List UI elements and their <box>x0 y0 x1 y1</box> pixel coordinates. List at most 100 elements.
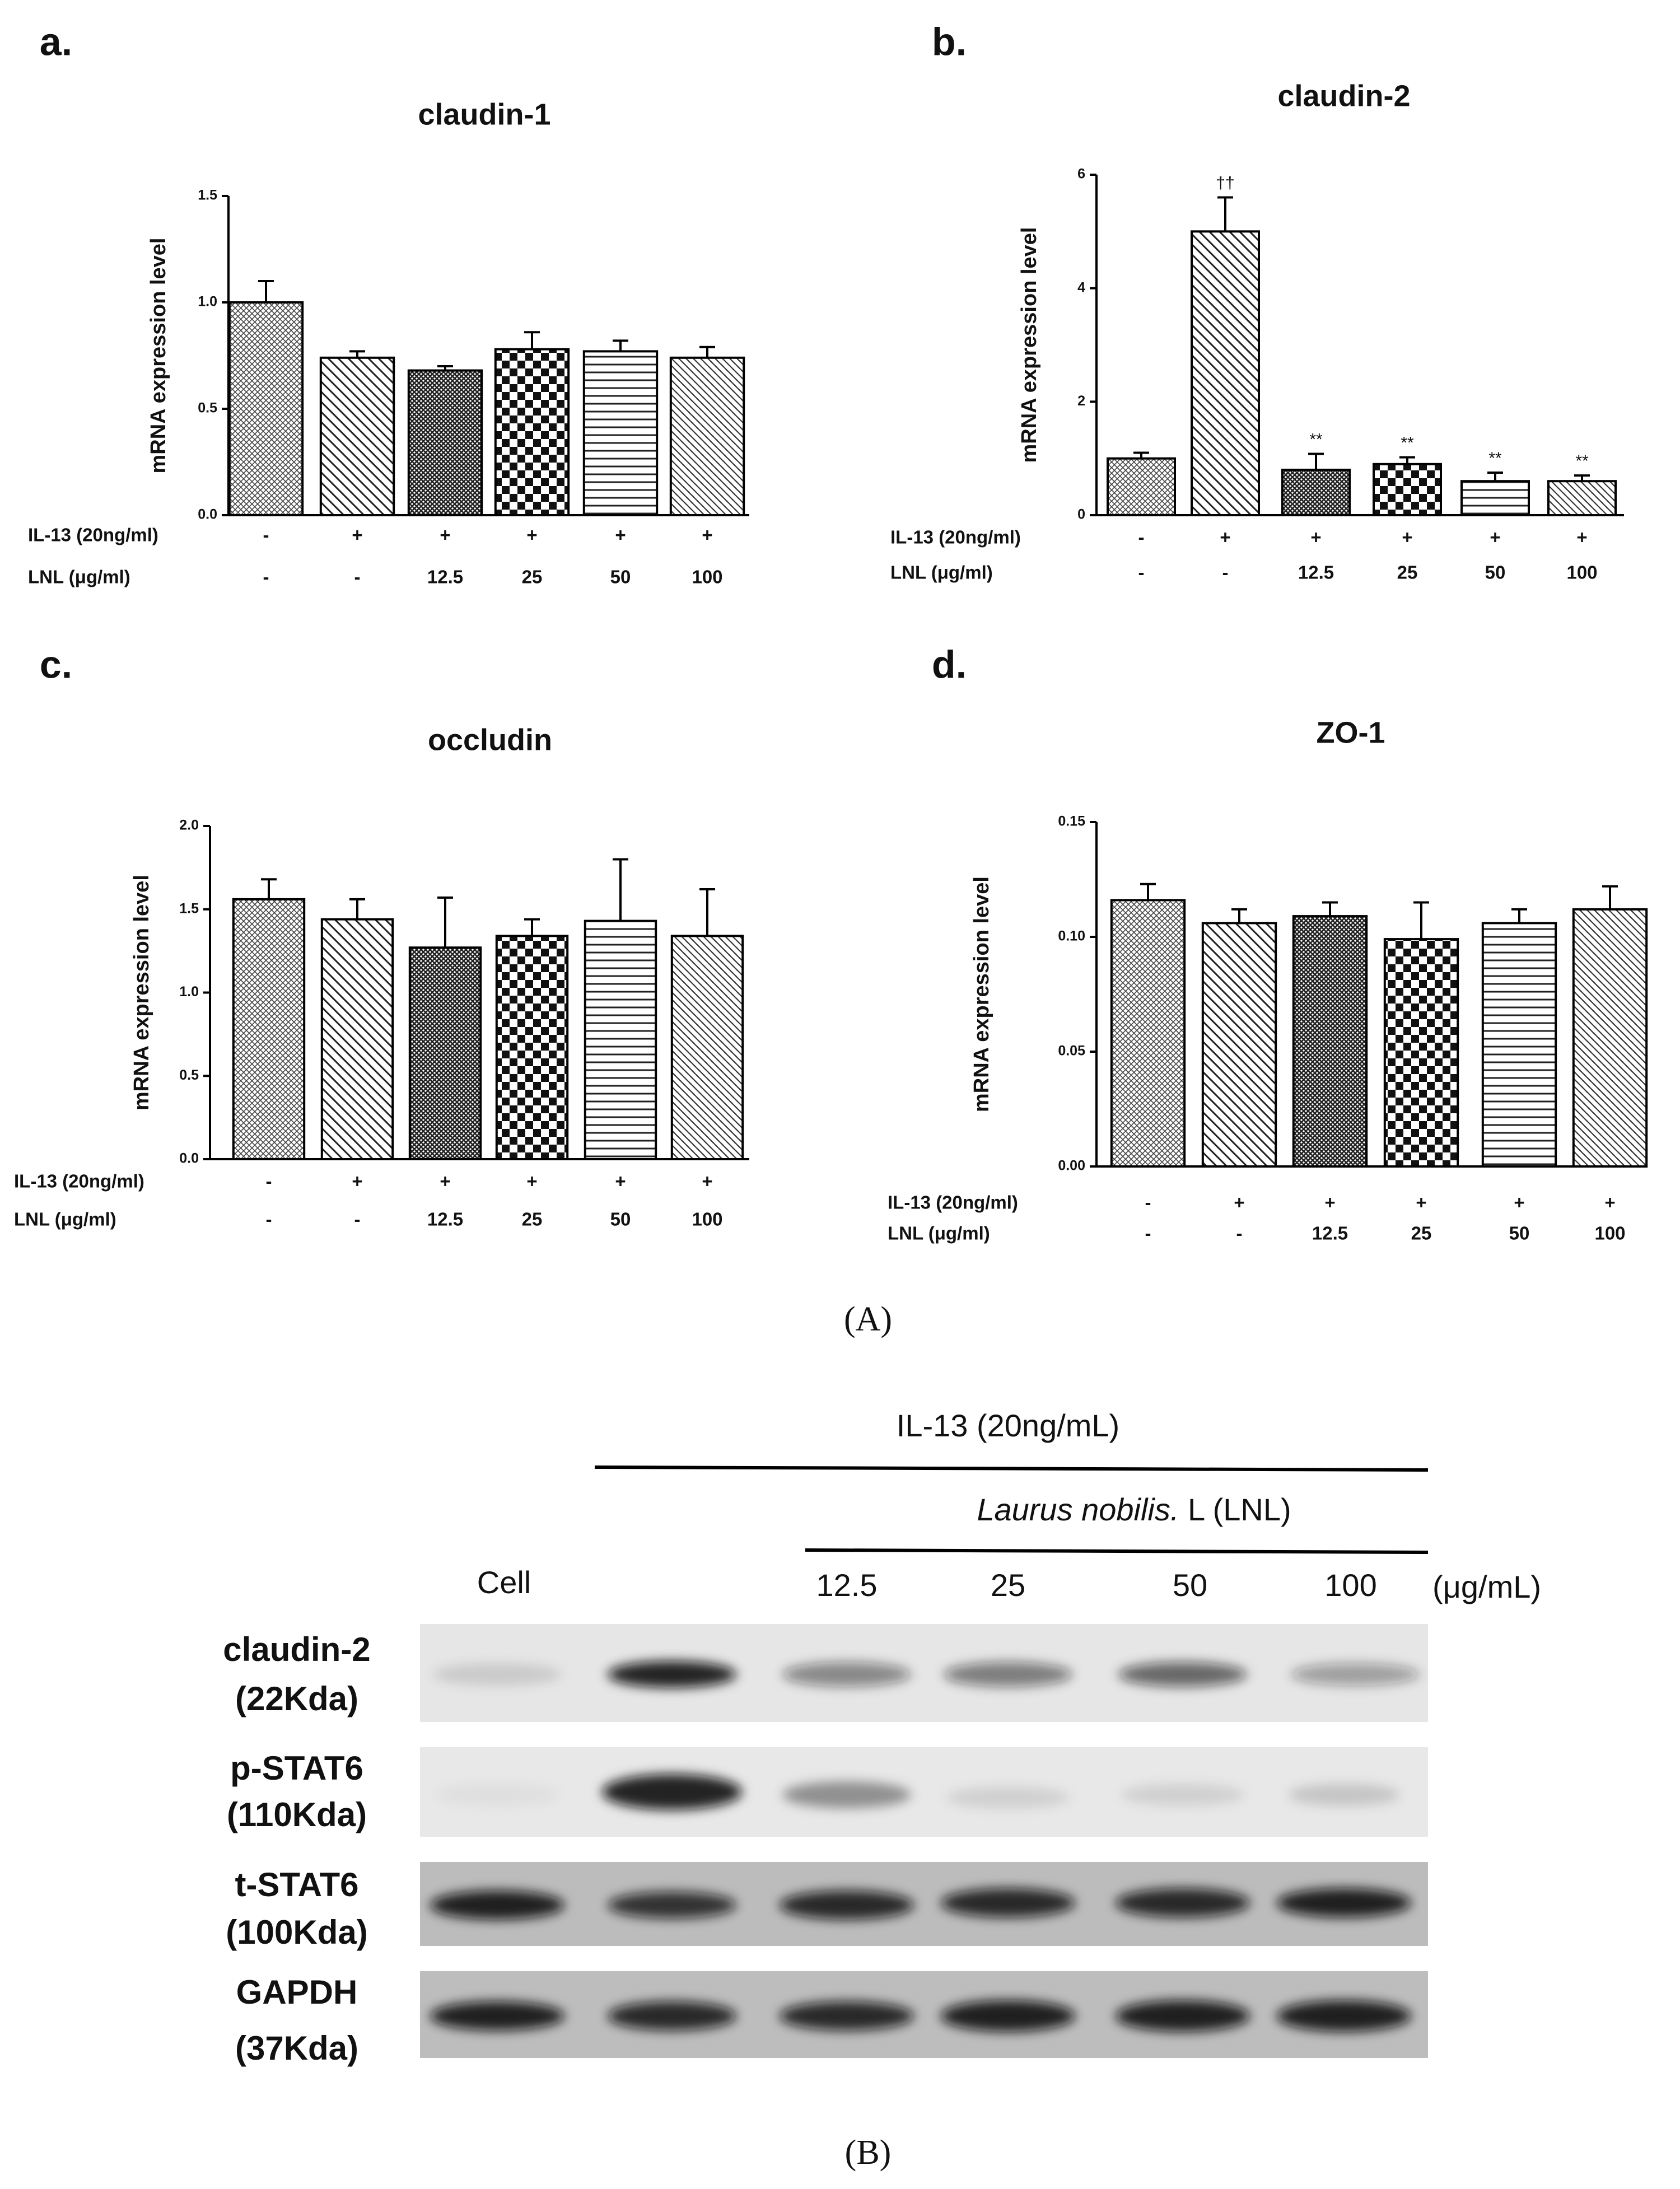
error-bar <box>437 365 453 371</box>
condition-value: 50 <box>610 567 631 587</box>
condition-value: + <box>615 525 626 545</box>
lane-label: 50 <box>1173 1567 1207 1603</box>
panel-label: a. <box>40 20 72 63</box>
condition-value: + <box>1220 527 1230 548</box>
significance-mark: ** <box>1575 452 1589 470</box>
y-tick-label: 6 <box>1077 166 1085 182</box>
lane-label: 25 <box>991 1567 1025 1603</box>
y-axis-label: mRNA expression level <box>130 875 153 1110</box>
blot-row-size: (110Kda) <box>227 1796 367 1833</box>
condition-value: - <box>1138 527 1145 548</box>
y-axis-label: mRNA expression level <box>147 238 170 474</box>
condition-value: + <box>1234 1192 1244 1213</box>
error-bar <box>1140 883 1156 900</box>
significance-mark: ** <box>1309 430 1323 449</box>
bar <box>228 301 304 516</box>
condition-value: 25 <box>522 1209 543 1230</box>
bar <box>1292 915 1368 1168</box>
condition-value: - <box>263 567 269 587</box>
condition-value: 100 <box>692 567 722 587</box>
blot-band <box>430 2001 564 2031</box>
y-tick-label: 1.5 <box>198 188 217 203</box>
condition-label: IL-13 (20ng/ml) <box>14 1171 144 1192</box>
error-bar <box>524 331 540 349</box>
y-tick-label: 0.05 <box>1058 1043 1085 1059</box>
condition-value: + <box>1604 1192 1615 1213</box>
error-bar <box>349 898 365 920</box>
error-bar <box>1133 451 1149 459</box>
error-bar <box>1487 472 1503 482</box>
blot-row-name: p-STAT6 <box>230 1749 363 1787</box>
blot-strip <box>420 1624 1428 1722</box>
error-bar <box>1231 908 1247 923</box>
bar <box>1201 922 1277 1168</box>
y-tick-label: 1.0 <box>198 294 217 310</box>
bar <box>319 356 395 516</box>
condition-value: - <box>354 1209 361 1230</box>
significance-mark: ** <box>1488 449 1502 468</box>
bar <box>494 348 570 516</box>
blot-strip <box>420 1862 1428 1946</box>
blot-band <box>608 1892 736 1919</box>
panel-label: c. <box>40 642 72 686</box>
error-bar <box>1413 901 1429 940</box>
bar <box>1281 468 1351 517</box>
blot-band <box>782 1662 911 1687</box>
error-bar <box>524 918 540 936</box>
condition-value: + <box>526 1171 537 1192</box>
blot-band <box>1116 1888 1250 1917</box>
blot-band <box>1118 1662 1247 1687</box>
condition-value: + <box>1310 527 1321 548</box>
blot-band <box>944 1662 1072 1687</box>
error-bar <box>613 339 628 352</box>
y-tick-label: 0.5 <box>198 400 217 416</box>
condition-value: - <box>1222 562 1229 583</box>
error-bar <box>261 878 277 899</box>
unit-label: (μg/mL) <box>1432 1569 1541 1604</box>
error-bar <box>1308 452 1324 470</box>
bar <box>407 369 483 516</box>
blot-band <box>433 1663 562 1686</box>
condition-value: - <box>266 1171 272 1192</box>
condition-value: + <box>1324 1192 1335 1213</box>
chart-title: occludin <box>428 723 552 757</box>
y-tick-label: 2.0 <box>179 818 199 833</box>
bar <box>320 918 394 1160</box>
blot-band <box>602 1774 742 1810</box>
y-tick-label: 0.5 <box>179 1067 199 1083</box>
condition-value: 25 <box>1411 1223 1432 1244</box>
condition-value: - <box>354 567 361 587</box>
condition-value: - <box>1145 1192 1151 1213</box>
y-axis-label: mRNA expression level <box>1018 227 1041 463</box>
condition-label: IL-13 (20ng/ml) <box>888 1192 1018 1213</box>
bar <box>1373 463 1442 516</box>
y-tick-label: 0.0 <box>179 1151 199 1166</box>
y-tick-label: 0.10 <box>1058 928 1085 944</box>
error-bar <box>699 888 715 936</box>
bar <box>1460 480 1530 517</box>
condition-value: 25 <box>1397 562 1418 583</box>
chart-title: claudin-1 <box>418 97 550 131</box>
blot-band <box>941 2000 1075 2032</box>
western-blot: IL-13 (20ng/mL) Laurus nobilis. L (LNL) … <box>223 1408 1541 2067</box>
error-bar <box>437 896 453 948</box>
figure-label: (A) <box>844 1300 892 1338</box>
bar <box>232 898 306 1161</box>
blot-band <box>946 1786 1070 1809</box>
blot-band <box>430 1891 564 1920</box>
error-bar <box>1574 474 1590 482</box>
y-tick-label: 0 <box>1077 507 1085 522</box>
bracket-line <box>805 1548 1429 1554</box>
condition-value: + <box>1576 527 1587 548</box>
lnl-italic: Laurus nobilis. <box>977 1492 1179 1527</box>
blot-band <box>1116 2000 1250 2032</box>
error-bar <box>258 280 274 302</box>
blot-band <box>436 1784 559 1806</box>
lane-label: 12.5 <box>816 1567 878 1603</box>
bar <box>670 935 744 1160</box>
panel-label: d. <box>932 642 967 686</box>
condition-label: LNL (μg/ml) <box>890 562 993 583</box>
blot-band <box>780 2001 914 2031</box>
chart-title: claudin-2 <box>1277 79 1410 113</box>
